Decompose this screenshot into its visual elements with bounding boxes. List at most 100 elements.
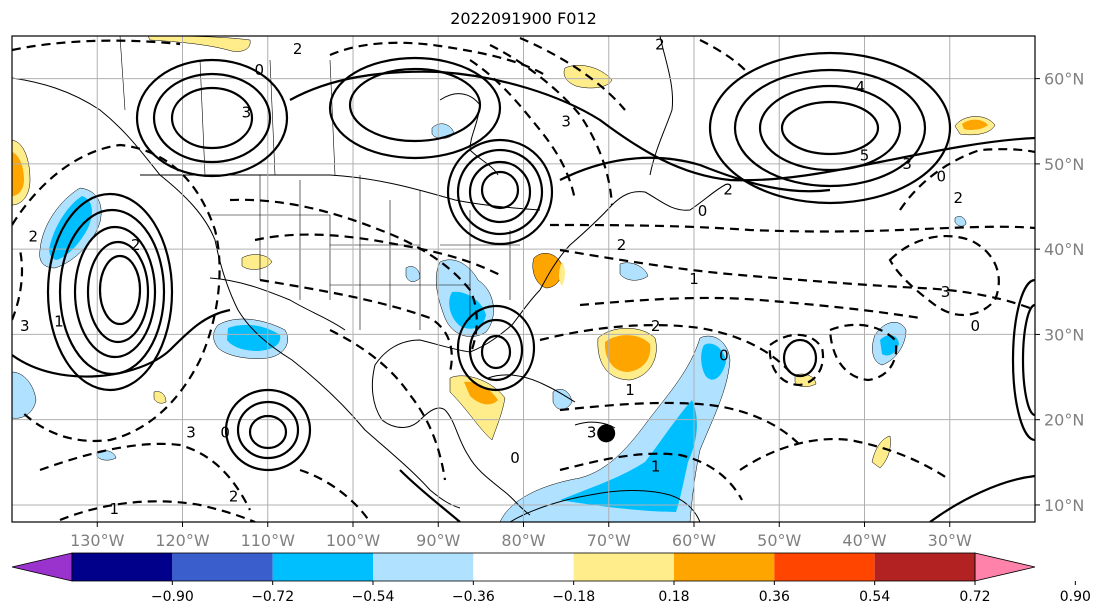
contour-dashed-3: [59, 500, 256, 522]
contour-label: 2: [293, 40, 303, 58]
contour-florida-3: [480, 334, 512, 370]
contour-dashed-20: [519, 36, 626, 111]
contour-mexico-pacific-1: [224, 388, 312, 472]
shade-west-edge-orange: [12, 152, 24, 196]
contour-label: 3: [902, 155, 912, 173]
contour-label: 2: [954, 189, 964, 207]
shade-small-blue-1: [619, 262, 649, 281]
contour-east-edge-1: [1011, 278, 1035, 442]
coast-hudson-bay: [439, 93, 499, 176]
contour-label: 3: [20, 317, 30, 335]
contour-dashed-5: [229, 198, 478, 356]
contour-dashed-22: [559, 452, 743, 501]
contour-east-edge-2: [1021, 303, 1035, 417]
contour-label: 1: [689, 270, 699, 288]
location-marker: [597, 424, 616, 443]
contour-label: 2: [651, 317, 661, 335]
shade-gulf-coast-cyan: [449, 291, 486, 329]
contour-great-lakes-1: [446, 138, 554, 246]
contour-label: 0: [936, 168, 946, 186]
contour-label: 2: [131, 236, 141, 254]
lon-tick-label: 60°W: [672, 531, 716, 550]
shade-pacific-south-blue: [12, 371, 37, 419]
coast-gulf-of-mexico: [371, 289, 541, 428]
contour-label: 0: [220, 423, 230, 441]
latitude-axis: 60°N 50°N 40°N 30°N 20°N 10°N: [1035, 70, 1084, 515]
coastlines: [12, 36, 726, 522]
colorbar-tick-label: 0.54: [859, 589, 890, 605]
contour-label: 4: [855, 78, 865, 96]
contour-label: 2: [723, 180, 733, 198]
contour-label: 1: [625, 381, 635, 399]
colorbar-frame: [71, 552, 976, 582]
colorbar-tick-label: −0.36: [452, 589, 495, 605]
contour-north-atlantic-3: [758, 84, 902, 172]
colorbar-segment: [473, 553, 574, 581]
lon-tick-label: 80°W: [501, 531, 545, 550]
contour-label: 1: [54, 313, 64, 331]
contour-dashed-8: [549, 223, 1035, 233]
colorbar-tick-label: −0.72: [251, 589, 294, 605]
contour-label: 0: [254, 61, 264, 79]
coast-hispaniola: [574, 421, 616, 429]
contour-dashed-1: [12, 143, 221, 442]
shade-mexico-cyan: [227, 324, 281, 351]
contour-dashed-26: [12, 249, 24, 321]
lat-tick-label: 30°N: [1044, 325, 1084, 344]
lat-tick-label: 50°N: [1044, 155, 1084, 174]
contour-dashed: [12, 36, 1035, 522]
coast-cuba: [487, 374, 576, 403]
lon-tick-label: 120°W: [155, 531, 210, 550]
contour-label: 2: [617, 236, 627, 254]
colorbar-tick-label: 0.72: [959, 589, 990, 605]
shade-small-yellow-1: [241, 254, 273, 270]
shade-caribbean-cyan-2: [701, 343, 726, 380]
contour-florida-2: [468, 318, 524, 382]
contour-dashed-12: [559, 401, 801, 446]
lon-tick-label: 110°W: [241, 531, 296, 550]
contour-dashed-19: [489, 44, 614, 206]
contour-alaska-3: [170, 86, 254, 150]
contour-florida-1: [456, 304, 536, 392]
contour-label: 0: [698, 202, 708, 220]
colorbar-segment: [774, 553, 875, 581]
contour-mexico-pacific-3: [248, 414, 288, 450]
contour-label: 3: [561, 112, 571, 130]
contour-label: 2: [29, 227, 39, 245]
lat-tick-label: 20°N: [1044, 411, 1084, 430]
contour-dashed-23: [299, 468, 371, 522]
border-canada-provinces: [119, 36, 336, 176]
colorbar-tick-label: 0.36: [759, 589, 790, 605]
colorbar-segment: [373, 553, 474, 581]
contour-dashed-17: [329, 41, 546, 76]
shade-small-blue-5: [552, 389, 573, 410]
contour-solid: [12, 51, 1035, 522]
contour-label: 0: [971, 317, 981, 335]
contour-great-lakes-3: [468, 160, 532, 224]
contour-alaska-2: [152, 72, 272, 164]
contour-hudson-2: [348, 67, 482, 143]
contour-great-lakes-2: [456, 148, 544, 236]
contour-dashed-10: [579, 296, 921, 320]
lon-tick-label: 90°W: [416, 531, 460, 550]
contour-small-atlantic: [782, 338, 818, 378]
coast-south-america: [509, 490, 701, 522]
contour-label: 2: [655, 36, 665, 54]
longitude-axis: 130°W 120°W 110°W 100°W 90°W 80°W 70°W 60°W 50°W…: [70, 522, 972, 550]
contour-label: 3: [186, 423, 196, 441]
shade-small-blue-6: [405, 266, 421, 282]
anomaly-shading: [12, 36, 996, 522]
lon-tick-label: 70°W: [587, 531, 631, 550]
contour-solid-band-central: [559, 156, 831, 193]
contour-north-atlantic-4: [780, 100, 880, 156]
contour-pacific-high-3: [73, 225, 157, 359]
contour-label: 0: [719, 347, 729, 365]
shade-small-yellow-3: [153, 391, 167, 404]
contour-dashed-25: [828, 323, 898, 382]
shade-gulf-alaska-cyan: [49, 196, 92, 260]
border-us-canada: [140, 174, 541, 211]
contour-lines: [12, 36, 1035, 522]
contour-solid-band-north: [12, 308, 231, 378]
contour-dashed-11: [539, 324, 791, 373]
